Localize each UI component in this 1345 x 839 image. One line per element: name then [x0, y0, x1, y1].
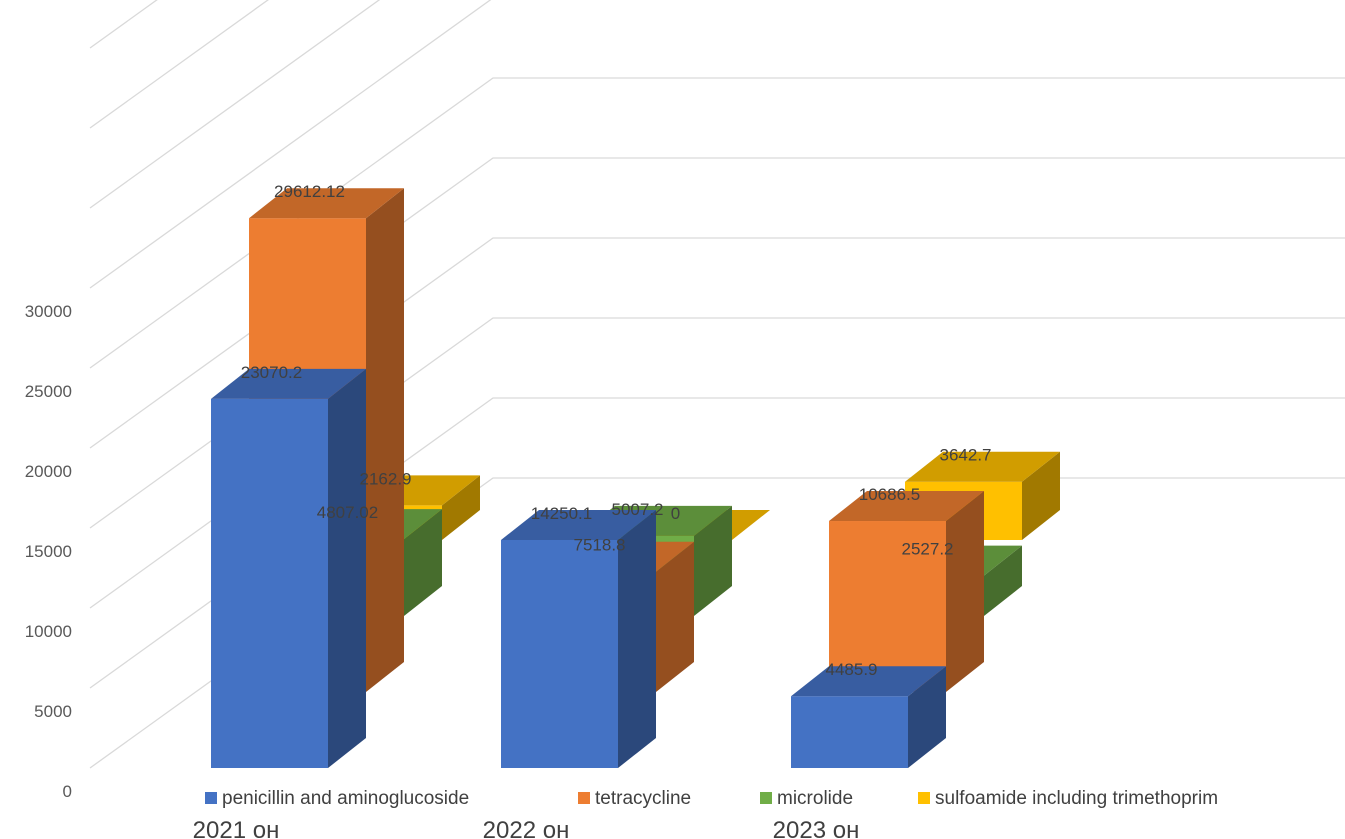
bar-side-face — [404, 509, 442, 616]
data-label: 2162.9 — [360, 469, 412, 488]
legend-label: sulfoamide including trimethoprim — [935, 788, 1218, 809]
bar-top-face — [829, 491, 984, 522]
bar-tetracycline-3 — [829, 491, 984, 692]
gridline — [89, 157, 1345, 449]
y-tick-label: 30000 — [25, 302, 72, 321]
legend-item: microlide — [760, 788, 853, 809]
bar-side-face — [908, 666, 946, 768]
bar-top-face — [905, 451, 1060, 482]
legend-label: penicillin and aminoglucoside — [222, 788, 469, 809]
data-label: 5007.2 — [612, 500, 664, 519]
gridline — [89, 0, 158, 49]
bar-penicillin-and-aminoglucoside-2 — [501, 509, 656, 768]
bar-front-face — [791, 696, 908, 768]
legend-label: tetracycline — [595, 788, 691, 809]
data-label: 14250.1 — [531, 504, 592, 523]
y-tick-label: 0 — [63, 782, 72, 801]
bar-side-face — [328, 368, 366, 768]
bar-top-face — [211, 368, 366, 399]
bar-side-face — [656, 541, 694, 692]
legend-label: microlide — [777, 788, 853, 809]
bar-side-face — [946, 491, 984, 692]
gridline — [89, 0, 492, 289]
data-label: 29612.12 — [274, 182, 345, 201]
data-label: 4807.02 — [317, 503, 378, 522]
y-axis-ticks: 0 5000 10000 15000 20000 25000 30000 — [25, 302, 72, 801]
y-tick-label: 25000 — [25, 382, 72, 401]
bar-side-face — [618, 509, 656, 768]
category-label: 2022 он — [483, 817, 570, 839]
data-label: 2527.2 — [902, 540, 954, 559]
data-label: 10686.5 — [859, 485, 920, 504]
legend-item: sulfoamide including trimethoprim — [918, 788, 1218, 809]
bar-top-face — [501, 509, 656, 540]
legend-item: tetracycline — [578, 788, 691, 809]
y-tick-label: 10000 — [25, 622, 72, 641]
bar-top-face — [791, 666, 946, 697]
legend-swatch — [205, 792, 217, 804]
category-label: 2021 он — [193, 817, 280, 839]
data-label: 23070.2 — [241, 363, 302, 382]
gridline — [89, 0, 381, 209]
bar-front-face — [501, 539, 618, 768]
gridline — [89, 77, 1345, 369]
category-labels: 2021 он 2022 он 2023 он — [193, 817, 860, 839]
bar-side-face — [694, 505, 732, 616]
legend-item: penicillin and aminoglucoside — [205, 788, 469, 809]
legend-swatch — [578, 792, 590, 804]
bar-penicillin-and-aminoglucoside-1 — [211, 368, 366, 768]
bar-front-face — [211, 398, 328, 768]
bar-top-face — [249, 188, 404, 219]
bar-front-face — [829, 521, 946, 692]
data-label: 0 — [671, 504, 680, 523]
legend-swatch — [918, 792, 930, 804]
legend: penicillin and aminoglucoside tetracyclin… — [205, 788, 1218, 809]
bar-side-face — [984, 545, 1022, 616]
y-tick-label: 20000 — [25, 462, 72, 481]
category-label: 2023 он — [773, 817, 860, 839]
y-tick-label: 15000 — [25, 542, 72, 561]
data-label: 7518.8 — [574, 536, 626, 555]
bar-side-face — [1022, 451, 1060, 540]
bar-side-face — [366, 188, 404, 692]
data-label: 4485.9 — [826, 660, 878, 679]
bar-penicillin-and-aminoglucoside-3 — [791, 666, 946, 768]
data-label: 3642.7 — [940, 446, 992, 465]
legend-swatch — [760, 792, 772, 804]
bar-side-face — [442, 475, 480, 540]
data-labels: 2162.9 0 3642.7 4807.02 5007.2 2527.2 29612.12… — [241, 182, 992, 679]
y-tick-label: 5000 — [34, 702, 72, 721]
bars — [211, 188, 1060, 768]
gridline — [89, 0, 269, 129]
